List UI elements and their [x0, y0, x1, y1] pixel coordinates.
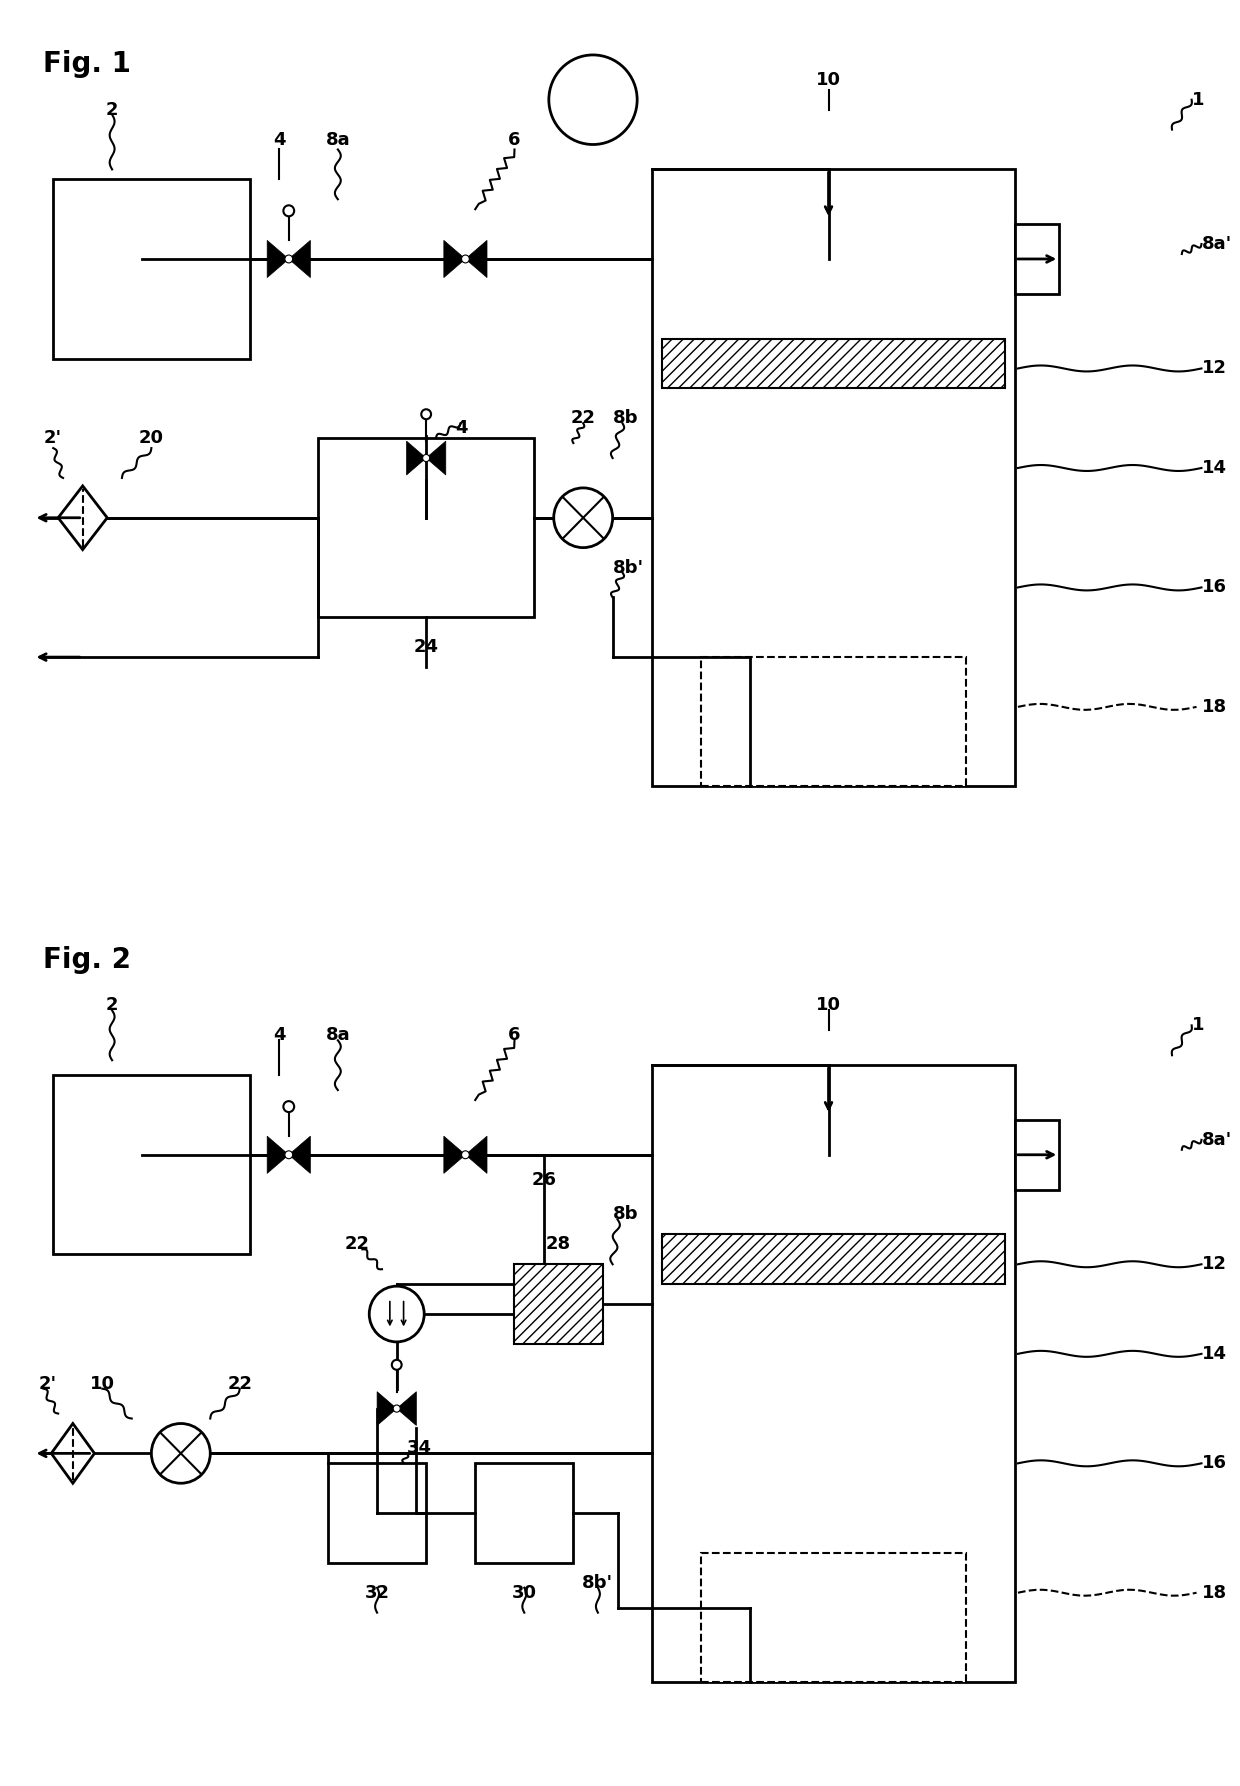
Text: 2': 2' [38, 1375, 57, 1393]
Text: 10: 10 [816, 71, 841, 89]
Bar [701, 1552, 966, 1682]
Polygon shape [407, 441, 427, 475]
Text: 22: 22 [345, 1236, 370, 1254]
Polygon shape [267, 1136, 289, 1173]
Bar [329, 1463, 427, 1563]
Text: 18: 18 [1202, 698, 1226, 716]
Polygon shape [427, 441, 446, 475]
Polygon shape [444, 241, 465, 277]
Circle shape [392, 1359, 402, 1370]
Text: 28: 28 [546, 1236, 572, 1254]
Bar [319, 438, 534, 618]
Text: 18: 18 [1202, 1584, 1226, 1602]
Text: 30: 30 [512, 1584, 537, 1602]
Polygon shape [465, 241, 487, 277]
Bar [515, 1264, 603, 1343]
Polygon shape [267, 241, 289, 277]
Circle shape [285, 255, 293, 263]
Bar [662, 1234, 1006, 1284]
Circle shape [554, 488, 613, 548]
Bar [53, 1075, 249, 1254]
Text: 8b: 8b [613, 1206, 639, 1223]
Circle shape [370, 1286, 424, 1341]
Bar [701, 657, 966, 786]
Text: 8a: 8a [326, 1027, 350, 1045]
Text: 2': 2' [43, 429, 62, 446]
Text: 8a': 8a' [1202, 1131, 1231, 1148]
Polygon shape [465, 1136, 487, 1173]
Text: 4: 4 [273, 1027, 285, 1045]
Text: 26: 26 [532, 1170, 557, 1189]
Text: 16: 16 [1202, 1454, 1226, 1472]
Circle shape [393, 1406, 401, 1413]
Text: 12: 12 [1202, 359, 1226, 377]
Polygon shape [289, 241, 310, 277]
Polygon shape [377, 1391, 397, 1425]
Bar [662, 339, 1006, 388]
Text: Fig. 2: Fig. 2 [43, 947, 131, 973]
Text: 8a: 8a [326, 130, 350, 148]
Text: 22: 22 [570, 409, 595, 427]
Text: 8a': 8a' [1202, 236, 1231, 254]
Text: 32: 32 [365, 1584, 389, 1602]
Polygon shape [58, 486, 107, 550]
Polygon shape [289, 1136, 310, 1173]
Circle shape [151, 1423, 211, 1482]
Bar [1016, 1120, 1059, 1189]
Circle shape [284, 205, 294, 216]
Text: 8b': 8b' [583, 1573, 614, 1591]
Text: 34: 34 [407, 1440, 432, 1457]
Text: 22: 22 [227, 1375, 252, 1393]
Text: 10: 10 [89, 1375, 115, 1393]
Text: 8b: 8b [613, 409, 639, 427]
Text: 1: 1 [1192, 91, 1204, 109]
Text: 14: 14 [1202, 1345, 1226, 1363]
Circle shape [461, 1150, 469, 1159]
Text: 10: 10 [816, 997, 841, 1014]
Text: 12: 12 [1202, 1256, 1226, 1273]
Bar [1016, 223, 1059, 295]
Bar [652, 170, 1016, 786]
Text: 4: 4 [273, 130, 285, 148]
Text: 16: 16 [1202, 579, 1226, 597]
Text: 4: 4 [455, 420, 469, 438]
Text: 24: 24 [414, 638, 439, 655]
Circle shape [422, 409, 432, 420]
Circle shape [284, 1102, 294, 1113]
Text: I: I [590, 89, 596, 109]
Polygon shape [444, 1136, 465, 1173]
Text: 8b': 8b' [613, 559, 644, 577]
Bar [475, 1463, 573, 1563]
Circle shape [285, 1150, 293, 1159]
Polygon shape [51, 1423, 94, 1482]
Text: 2: 2 [105, 100, 118, 118]
Text: 6: 6 [508, 130, 521, 148]
Polygon shape [397, 1391, 417, 1425]
Bar [53, 179, 249, 359]
Circle shape [461, 255, 469, 263]
Text: 14: 14 [1202, 459, 1226, 477]
Bar [652, 1064, 1016, 1682]
Text: Fig. 1: Fig. 1 [43, 50, 131, 79]
Circle shape [549, 55, 637, 145]
Text: 20: 20 [139, 429, 164, 446]
Text: 2: 2 [105, 997, 118, 1014]
Text: 6: 6 [508, 1027, 521, 1045]
Text: 1: 1 [1192, 1016, 1204, 1034]
Circle shape [423, 454, 430, 461]
